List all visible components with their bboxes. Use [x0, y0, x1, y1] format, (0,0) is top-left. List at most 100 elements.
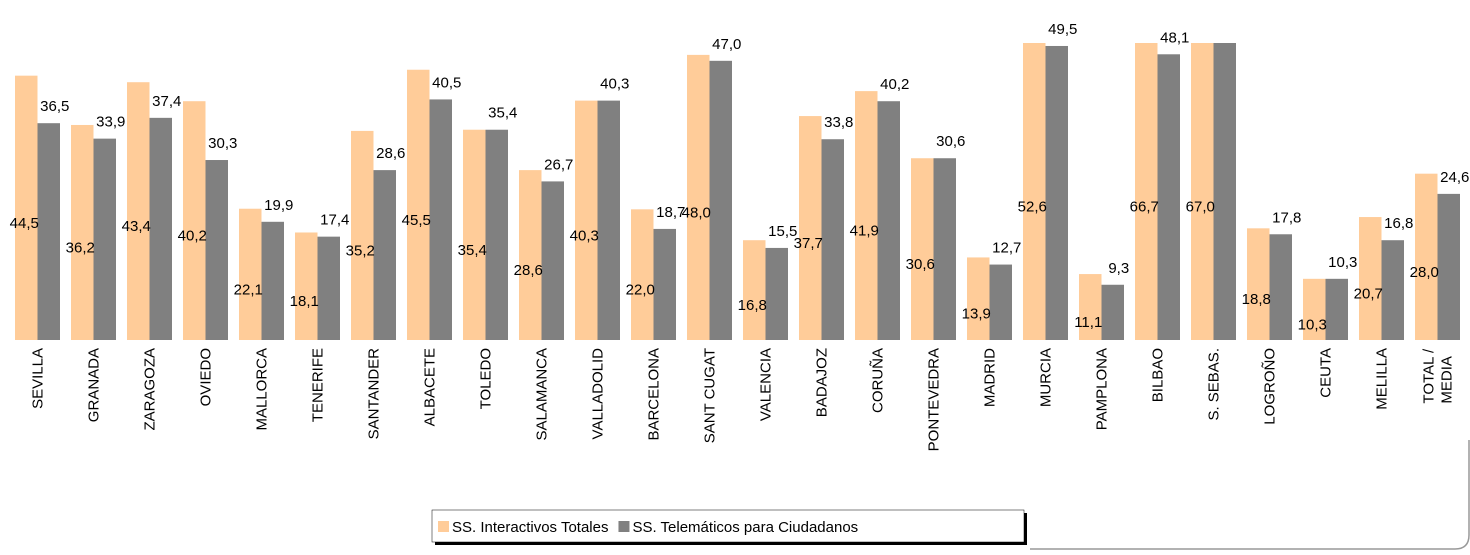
data-label: 44,5: [10, 215, 39, 232]
bar: [575, 100, 598, 340]
x-tick-label: SANTANDER: [366, 348, 383, 440]
bar: [653, 228, 676, 340]
legend: [431, 509, 1025, 543]
data-label: 10,3: [1298, 316, 1327, 333]
data-label: 30,6: [906, 256, 935, 273]
x-tick-label: BILBAO: [1150, 348, 1167, 402]
data-label: 66,7: [1130, 199, 1159, 216]
x-tick-label: MADRID: [982, 348, 999, 407]
bar: [1381, 240, 1404, 340]
data-label: 35,2: [346, 242, 375, 259]
data-label: 18,1: [290, 293, 319, 310]
data-label: 17,4: [320, 212, 349, 229]
data-label: 35,4: [488, 105, 517, 122]
data-label: 15,5: [768, 223, 797, 240]
legend-swatch: [618, 521, 630, 532]
x-tick-label: CORUÑA: [870, 348, 887, 413]
bar: [1135, 43, 1158, 340]
bar: [485, 129, 508, 340]
data-label: 28,6: [514, 262, 543, 279]
bar: [295, 232, 318, 340]
bar: [519, 170, 542, 340]
bar: [183, 101, 206, 340]
x-tick-label: GRANADA: [86, 348, 103, 422]
data-label: 35,4: [458, 242, 487, 259]
x-tick-label: VALLADOLID: [590, 348, 607, 440]
bar: [877, 101, 900, 340]
bar: [1415, 173, 1438, 340]
data-label: 28,0: [1410, 264, 1439, 281]
x-tick-label: TENERIFE: [310, 348, 327, 422]
data-label: 16,8: [738, 297, 767, 314]
bar: [93, 138, 116, 340]
bar: [1359, 217, 1382, 340]
data-label: 30,3: [208, 135, 237, 152]
data-label: 67,0: [1186, 199, 1215, 216]
bar: [1079, 274, 1102, 340]
bar: [1101, 284, 1124, 340]
data-label: 20,7: [1354, 286, 1383, 303]
bar: [743, 240, 766, 340]
data-label: 33,8: [824, 114, 853, 131]
data-label: 17,8: [1272, 209, 1301, 226]
bar: [71, 124, 94, 340]
x-tick-label: PONTEVEDRA: [926, 348, 943, 451]
x-tick-label: VALENCIA: [758, 348, 775, 421]
data-label: 22,0: [626, 282, 655, 299]
data-label: 13,9: [962, 306, 991, 323]
bar: [541, 181, 564, 340]
bar: [407, 69, 430, 340]
bar: [429, 99, 452, 340]
bar: [933, 158, 956, 340]
x-tick-label: ZARAGOZA: [142, 348, 159, 431]
data-label: 11,1: [1074, 314, 1102, 331]
bar: [261, 221, 284, 340]
data-label: 19,9: [264, 197, 293, 214]
x-tick-label: OVIEDO: [198, 348, 215, 406]
bar: [1213, 43, 1236, 340]
data-label: 36,2: [66, 239, 95, 256]
bar: [127, 82, 150, 340]
bar: [1045, 45, 1068, 340]
data-label: 33,9: [96, 114, 125, 131]
data-label: 24,6: [1440, 169, 1469, 186]
bar: [1023, 43, 1046, 340]
legend-label: SS. Telemáticos para Ciudadanos: [632, 519, 858, 536]
bar: [631, 209, 654, 340]
frame: [1030, 440, 1470, 550]
x-tick-label: CEUTA: [1318, 348, 1335, 398]
bar: [1269, 234, 1292, 340]
bar: [1191, 43, 1214, 340]
data-label: 55,8: [1216, 0, 1245, 1]
bar: [1325, 278, 1348, 340]
data-label: 40,3: [570, 227, 599, 244]
bar: [855, 91, 878, 340]
data-label: 37,7: [794, 235, 823, 252]
bar: [317, 236, 340, 340]
data-label: 41,9: [850, 223, 879, 240]
bar: [967, 257, 990, 340]
data-label: 52,6: [1018, 199, 1047, 216]
bar: [989, 264, 1012, 340]
bar: [37, 123, 60, 340]
data-label: 28,6: [376, 145, 405, 162]
bar: [239, 208, 262, 340]
bar: [1247, 228, 1270, 340]
data-label: 16,8: [1384, 215, 1413, 232]
bar: [205, 160, 228, 340]
data-label: 45,5: [402, 212, 431, 229]
bar: [799, 116, 822, 340]
bar: [15, 75, 38, 340]
bar: [373, 170, 396, 340]
x-tick-label-line: MEDIA: [1439, 356, 1456, 404]
x-tick-label: LOGROÑO: [1262, 348, 1279, 425]
bar: [1437, 193, 1460, 340]
x-tick-label: BADAJOZ: [814, 348, 831, 417]
data-label: 40,2: [880, 76, 909, 93]
x-tick-label: TOTAL /MEDIA: [1421, 348, 1456, 404]
x-tick-label: MALLORCA: [254, 348, 271, 431]
data-label: 12,7: [992, 240, 1021, 257]
data-label: 18,7: [656, 204, 685, 221]
x-tick-label: SEVILLA: [30, 348, 47, 409]
